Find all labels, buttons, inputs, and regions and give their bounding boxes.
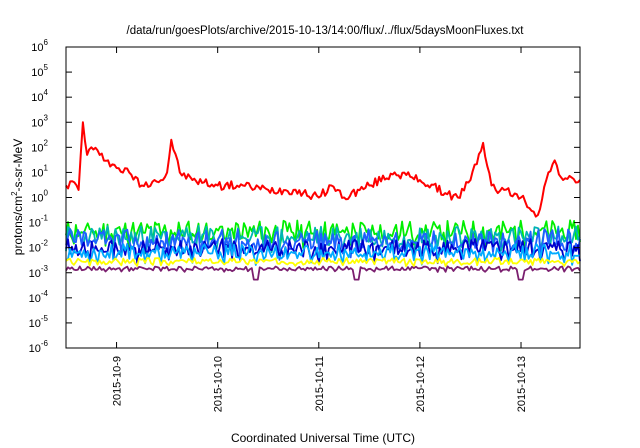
y-tick-label: 100 xyxy=(31,189,48,205)
series-line-7 xyxy=(65,265,581,281)
series-layer xyxy=(65,121,581,281)
y-tick-label: 10-6 xyxy=(29,339,49,355)
y-tick-label: 103 xyxy=(31,113,48,129)
plot-frame xyxy=(65,46,581,349)
x-axis-label: Coordinated Universal Time (UTC) xyxy=(231,431,415,445)
y-tick-label: 102 xyxy=(31,138,48,154)
y-tick-label: 10-3 xyxy=(29,264,49,280)
x-tick-label: 2015-10-13 xyxy=(516,356,528,412)
y-axis-label: protons/cm2-s-sr-MeV xyxy=(10,139,25,255)
y-tick-label: 104 xyxy=(31,88,48,104)
y-tick-label: 106 xyxy=(31,38,48,54)
y-tick-label: 101 xyxy=(31,163,48,179)
ticks-layer: 10-6 10-5 10-4 10-3 10-2 10-1 100 101 102 103 104 1… xyxy=(29,38,580,412)
y-tick-label: 10-2 xyxy=(29,239,49,255)
x-tick-label: 2015-10-9 xyxy=(112,356,124,406)
y-tick-label: 105 xyxy=(31,63,48,79)
series-line-3 xyxy=(65,228,581,262)
series-line-0 xyxy=(65,121,581,218)
y-tick-label: 10-1 xyxy=(29,214,49,230)
x-tick-label: 2015-10-10 xyxy=(213,356,225,412)
x-tick-label: 2015-10-12 xyxy=(415,356,427,412)
y-tick-label: 10-4 xyxy=(29,289,49,305)
series-line-6 xyxy=(65,256,581,267)
y-tick-label: 10-5 xyxy=(29,314,49,330)
chart-title: /data/run/goesPlots/archive/2015-10-13/1… xyxy=(127,25,525,37)
x-tick-label: 2015-10-11 xyxy=(314,356,326,411)
